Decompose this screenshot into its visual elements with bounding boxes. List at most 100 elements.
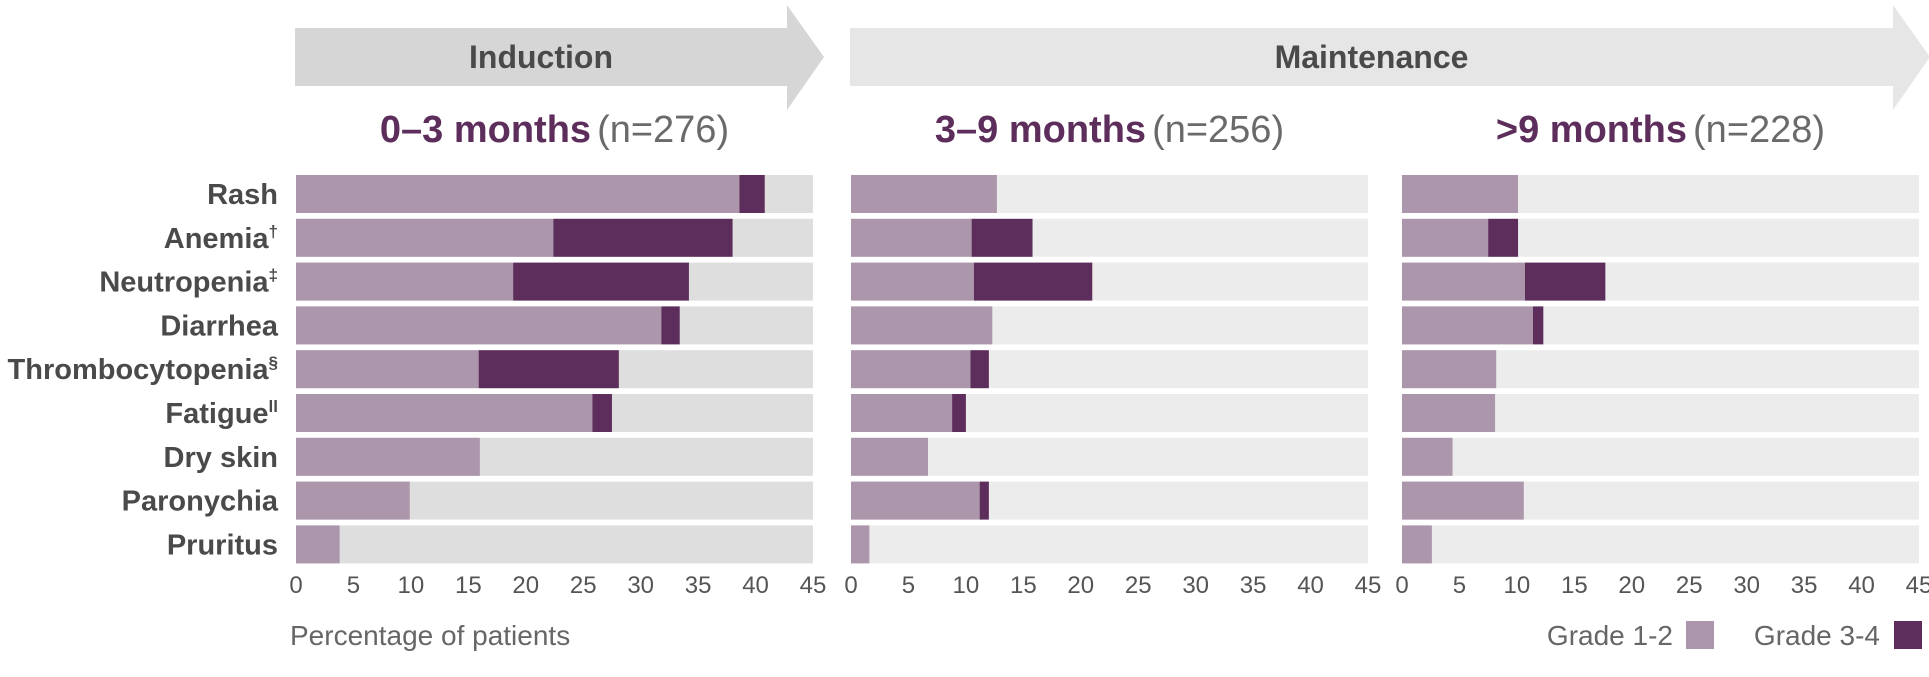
x-tick-label: 20	[1618, 572, 1645, 599]
bar-grade-1-2	[851, 437, 928, 476]
bar-grade-1-2	[296, 262, 514, 301]
bars	[296, 175, 1606, 564]
period-title-main: 3–9 months	[935, 109, 1146, 151]
bar-grade-1-2	[296, 437, 480, 476]
legend: Grade 1-2 Grade 3-4	[1547, 620, 1922, 651]
category-label: Neutropenia‡	[99, 266, 278, 299]
bar-track	[851, 525, 1368, 564]
bar-grade-1-2	[296, 481, 410, 520]
bar-grade-1-2	[1402, 394, 1496, 432]
bar-grade-3-4	[1488, 218, 1519, 257]
category-labels: Rash Anemia† Neutropenia‡ Diarrhea Thrombocy…	[8, 179, 279, 561]
x-tick-label: 0	[1395, 572, 1408, 599]
x-tick-label: 25	[570, 572, 597, 599]
bar-grade-1-2	[1402, 437, 1453, 476]
x-tick-label: 20	[1067, 572, 1094, 599]
x-tick-label: 40	[1848, 572, 1875, 599]
x-tick-label: 35	[1791, 572, 1818, 599]
x-tick-label: 15	[455, 572, 482, 599]
category-label: Fatiguell	[165, 397, 278, 430]
category-label: Rash	[207, 179, 278, 211]
bar-grade-1-2	[851, 350, 971, 389]
phase-label-1: Induction	[469, 39, 613, 75]
bar-grade-3-4	[592, 394, 612, 432]
x-tick-label: 25	[1676, 572, 1703, 599]
bar-grade-3-4	[478, 350, 619, 389]
category-label: Pruritus	[167, 529, 278, 561]
category-name: Dry skin	[164, 442, 278, 474]
bar-grade-3-4	[973, 262, 1093, 301]
x-tick-label: 5	[347, 572, 360, 599]
bar-grade-1-2	[851, 262, 974, 301]
bar-grade-1-2	[851, 175, 997, 213]
period-titles: 0–3 months (n=276) 3–9 months (n=256) >9 mon…	[380, 109, 1825, 151]
x-tick-label: 40	[1297, 572, 1324, 599]
period-title-1: 0–3 months (n=276)	[380, 109, 729, 151]
bar-grade-3-4	[971, 218, 1033, 257]
x-tick-label: 30	[627, 572, 654, 599]
period-title-main: >9 months	[1496, 109, 1687, 151]
x-tick-label: 45	[1355, 572, 1382, 599]
bar-grade-1-2	[296, 218, 554, 257]
x-tick-label: 5	[1453, 572, 1466, 599]
x-tick-label: 20	[512, 572, 539, 599]
phase-banners: Induction Maintenance	[295, 5, 1929, 110]
x-tick-label: 35	[1240, 572, 1267, 599]
x-tick-label: 35	[685, 572, 712, 599]
period-title-n: (n=256)	[1152, 109, 1284, 151]
x-tick-label: 0	[289, 572, 302, 599]
bar-track	[296, 525, 813, 564]
category-name: Paronychia	[122, 486, 279, 518]
bar-grade-3-4	[513, 262, 689, 301]
category-label: Dry skin	[164, 442, 278, 474]
category-label: Paronychia	[122, 486, 279, 518]
category-name: Rash	[207, 179, 278, 211]
bar-grade-3-4	[1524, 262, 1606, 301]
bar-grade-1-2	[851, 481, 980, 520]
bar-grade-1-2	[1402, 218, 1489, 257]
x-tick-label: 30	[1182, 572, 1209, 599]
legend-swatch-1	[1686, 621, 1714, 649]
bar-grade-3-4	[553, 218, 733, 257]
bar-track	[1402, 437, 1919, 476]
category-label: Anemia†	[164, 222, 278, 255]
category-footnote-mark: ‡	[269, 266, 278, 285]
x-tick-label: 10	[1504, 572, 1531, 599]
bar-grade-1-2	[1402, 175, 1519, 213]
category-name: Diarrhea	[160, 310, 279, 342]
bar-track	[851, 437, 1368, 476]
bar-grade-3-4	[739, 175, 765, 213]
bar-grade-1-2	[1402, 525, 1432, 564]
category-footnote-mark: ll	[269, 397, 278, 416]
bar-grade-1-2	[1402, 262, 1525, 301]
category-label: Diarrhea	[160, 310, 279, 342]
x-tick-label: 40	[742, 572, 769, 599]
x-tick-label: 0	[844, 572, 857, 599]
bar-grade-1-2	[1402, 481, 1524, 520]
legend-swatch-2	[1894, 621, 1922, 649]
x-axis-title: Percentage of patients	[290, 620, 570, 651]
phase-arrow-1	[295, 5, 824, 110]
category-footnote-mark: †	[269, 222, 278, 241]
bar-grade-1-2	[296, 175, 740, 213]
bar-grade-1-2	[296, 306, 662, 345]
bar-grade-1-2	[851, 218, 972, 257]
period-title-main: 0–3 months	[380, 109, 591, 151]
period-title-n: (n=276)	[597, 109, 729, 151]
x-tick-label: 25	[1125, 572, 1152, 599]
x-tick-label: 45	[1906, 572, 1929, 599]
phase-arrow-2	[850, 5, 1929, 110]
bar-grade-1-2	[296, 394, 593, 432]
bar-grade-3-4	[970, 350, 989, 389]
period-title-2: 3–9 months (n=256)	[935, 109, 1284, 151]
legend-label-2: Grade 3-4	[1754, 620, 1880, 651]
bar-grade-1-2	[296, 350, 479, 389]
category-label: Thrombocytopenia§	[8, 353, 278, 386]
bar-grade-3-4	[661, 306, 680, 345]
x-tick-label: 10	[953, 572, 980, 599]
x-tick-label: 15	[1561, 572, 1588, 599]
category-name: Thrombocytopenia	[8, 354, 270, 386]
x-tick-label: 5	[902, 572, 915, 599]
bar-grade-1-2	[851, 394, 953, 432]
x-tick-label: 15	[1010, 572, 1037, 599]
